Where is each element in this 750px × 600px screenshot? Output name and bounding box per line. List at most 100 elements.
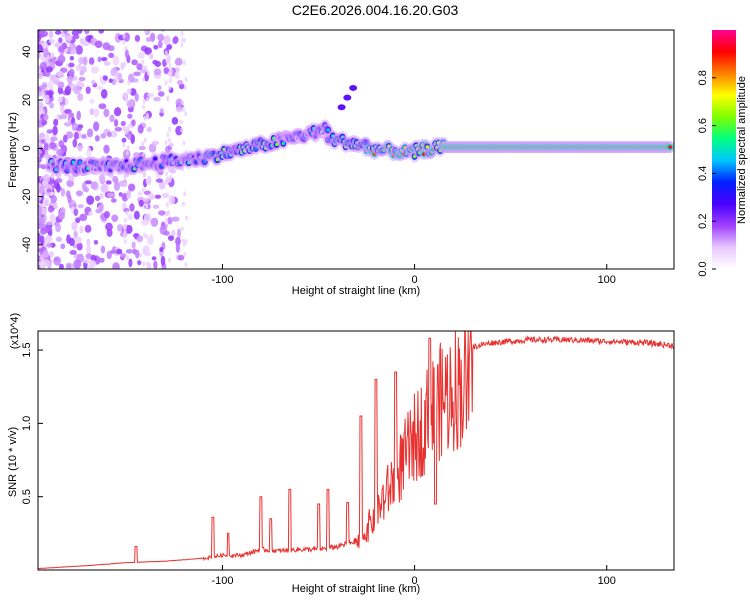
noise-cell [68, 68, 75, 77]
noise-cell [120, 120, 126, 127]
noise-cell [174, 57, 183, 66]
noise-column-cell [145, 178, 149, 184]
noise-column-cell [184, 111, 188, 117]
noise-cell [157, 33, 165, 42]
noise-cell [86, 128, 94, 138]
noise-cell [134, 34, 141, 42]
noise-cell [172, 37, 178, 45]
noise-column-cell [127, 80, 131, 86]
noise-column-cell [183, 252, 187, 258]
spectrogram-frame [37, 29, 675, 270]
noise-cell [160, 255, 166, 266]
noise-cell [157, 85, 162, 91]
noise-cell [49, 102, 54, 109]
noise-cell [102, 42, 111, 51]
noise-cell [107, 131, 112, 138]
noise-column-cell [184, 239, 188, 245]
noise-column-cell [168, 63, 172, 69]
noise-column-cell [127, 124, 131, 130]
noise-cell [168, 142, 174, 147]
snr-series-line [38, 330, 675, 569]
noise-column-cell [123, 233, 127, 239]
noise-cell [108, 78, 113, 83]
noise-cell [73, 85, 81, 95]
spectrogram-y-label: Frequency (Hz) [7, 112, 19, 188]
noise-cell [90, 181, 98, 190]
noise-cell [155, 178, 164, 183]
noise-cell [143, 190, 152, 195]
noise-cell [169, 168, 176, 174]
noise-cell [175, 242, 180, 253]
noise-column-cell [180, 226, 184, 232]
noise-cell [127, 105, 134, 113]
colorbar: 0.0 0.2 0.4 0.6 0.8 Normalized spectral ampl… [697, 30, 748, 277]
noise-cell [45, 66, 53, 73]
noise-column-cell [123, 203, 127, 209]
noise-column-cell [124, 129, 128, 135]
noise-cell [75, 65, 81, 72]
noise-column-cell [181, 100, 185, 106]
noise-cell [54, 42, 62, 48]
noise-cell [85, 253, 93, 260]
noise-cell [41, 250, 49, 259]
noise-cell [53, 118, 59, 127]
noise-cell [77, 145, 84, 150]
noise-cell [57, 54, 66, 64]
noise-cell [38, 264, 41, 269]
noise-cell [129, 88, 137, 96]
noise-column-cell [142, 65, 146, 71]
noise-cell [47, 205, 55, 213]
noise-cell [143, 213, 152, 223]
noise-cell [86, 238, 91, 247]
noise-column-cell [142, 98, 146, 104]
noise-cell [55, 70, 64, 77]
noise-cell [157, 91, 165, 97]
noise-cell [171, 117, 179, 125]
noise-cell [85, 244, 91, 255]
noise-cell [86, 147, 92, 158]
noise-cell [38, 90, 42, 97]
noise-column-cell [126, 194, 130, 200]
noise-cell [72, 138, 78, 148]
noise-cell [40, 30, 49, 37]
noise-cell [93, 121, 100, 132]
noise-cell [38, 132, 45, 139]
noise-column-cell [164, 50, 168, 56]
noise-cell [160, 30, 166, 33]
noise-column-cell [169, 73, 173, 79]
noise-cell [50, 194, 57, 204]
noise-cell [166, 44, 173, 50]
noise-cell [94, 135, 100, 142]
noise-cell [70, 43, 75, 52]
noise-cell [64, 85, 72, 96]
noise-column-cell [142, 104, 146, 110]
noise-cell [128, 258, 133, 268]
noise-column-cell [179, 119, 183, 125]
noise-cell [55, 223, 61, 233]
noise-cell [52, 125, 58, 136]
noise-cell [38, 67, 42, 74]
noise-cell [83, 56, 88, 66]
noise-cell [136, 235, 143, 243]
spectrogram-y-tick-label: 0 [21, 145, 33, 151]
noise-cell [56, 148, 64, 156]
noise-column-cell [141, 59, 145, 65]
noise-cell [136, 63, 143, 71]
noise-cell [105, 222, 113, 231]
snr-multiplier: (x10^4) [9, 313, 21, 349]
noise-column-cell [141, 141, 145, 147]
noise-cell [38, 43, 43, 53]
noise-cell [93, 108, 100, 118]
spectrogram-x-ticks: -100 0 100 [211, 264, 616, 286]
noise-cell [58, 37, 63, 44]
noise-cell [55, 236, 62, 242]
noise-cell [100, 57, 108, 62]
noise-cell [177, 79, 183, 86]
noise-cell [77, 204, 84, 209]
noise-cell [133, 71, 141, 77]
branch-cell [343, 94, 352, 101]
noise-cell [126, 88, 132, 94]
noise-cell [100, 89, 108, 99]
noise-cell [75, 126, 83, 132]
